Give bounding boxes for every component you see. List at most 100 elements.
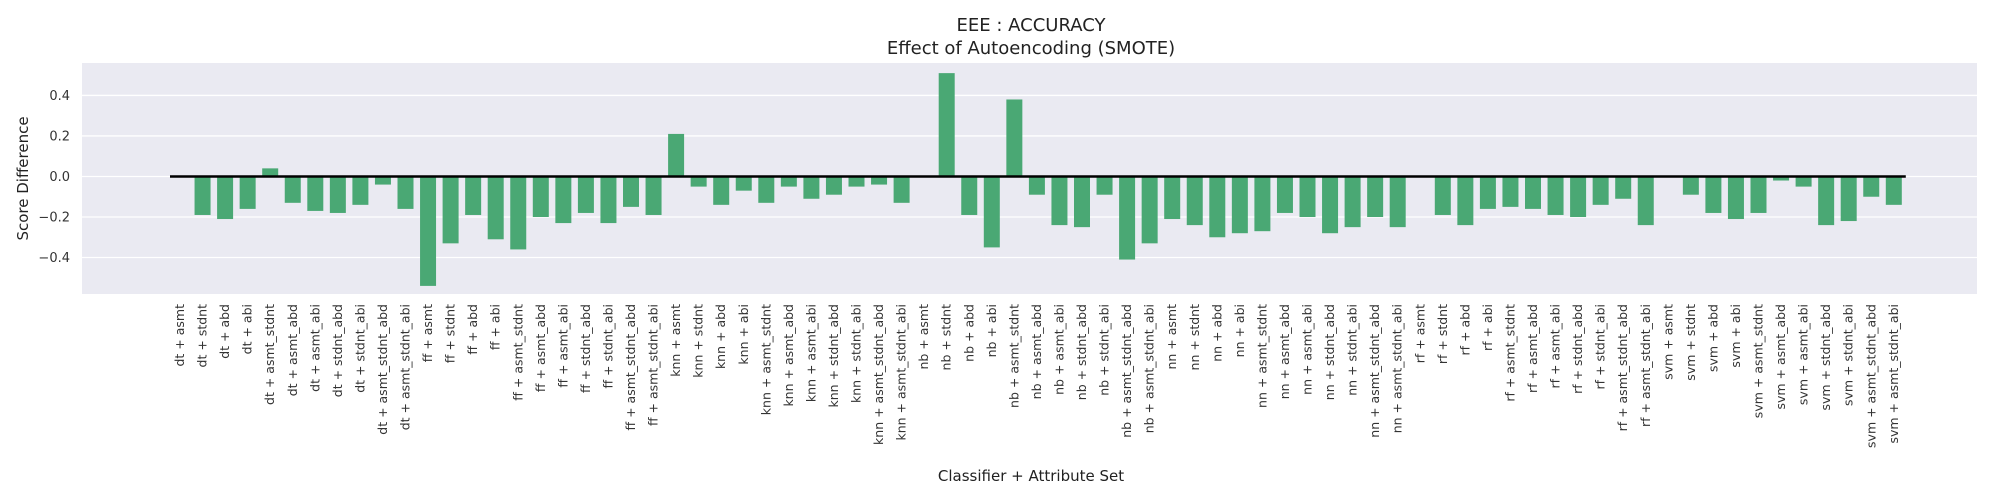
x-tick-label: nn + abd	[1209, 304, 1224, 362]
x-tick-label: svm + stdnt_abi	[1841, 304, 1856, 406]
chart-subtitle: Effect of Autoencoding (SMOTE)	[887, 38, 1175, 59]
bar	[600, 176, 617, 224]
x-tick-label: nb + stdnt_abd	[1074, 304, 1089, 400]
bar	[803, 176, 820, 199]
bar	[465, 176, 482, 215]
x-tick-label: nn + asmt_stdnt	[1254, 304, 1269, 408]
x-tick-label: nn + asmt_stdnt_abi	[1390, 304, 1405, 433]
x-tick-label: knn + asmt_stdnt	[758, 304, 773, 415]
bar	[442, 176, 459, 244]
bar	[1457, 176, 1474, 226]
bar	[262, 168, 279, 177]
bars	[194, 73, 1902, 286]
y-axis-label: Score Difference	[14, 116, 32, 240]
x-tick-labels: dt + asmt dt + stdnt dt + abd dt + abi dt + …	[172, 304, 1901, 448]
x-tick-label: rf + stdnt_abd	[1570, 304, 1585, 394]
bar	[1727, 176, 1744, 220]
bar	[690, 176, 707, 187]
bar	[713, 176, 730, 205]
bar	[1818, 176, 1835, 226]
x-tick-label: nb + stdnt	[939, 304, 954, 371]
x-tick-label: knn + abd	[713, 304, 728, 369]
bar	[758, 176, 775, 203]
x-tick-label: nb + asmt_stdnt_abd	[1119, 304, 1134, 438]
x-tick-label: nb + asmt_stdnt_abi	[1142, 304, 1157, 433]
x-tick-label: ff + abd	[465, 304, 480, 355]
x-tick-label: svm + asmt_stdnt_abi	[1886, 304, 1901, 444]
bar	[1389, 176, 1406, 228]
bar	[374, 176, 391, 185]
x-tick-label: dt + stdnt_abi	[352, 304, 367, 393]
bar	[1028, 176, 1045, 195]
bar	[848, 176, 865, 187]
x-tick-label: rf + abi	[1480, 304, 1495, 351]
bar	[510, 176, 527, 250]
bar	[487, 176, 504, 240]
x-tick-label: knn + asmt	[668, 304, 683, 377]
x-tick-label: nb + asmt_abd	[1029, 304, 1044, 399]
bar	[352, 176, 369, 205]
x-tick-label: svm + stdnt_abd	[1818, 304, 1833, 410]
bar	[1141, 176, 1158, 244]
bar	[1367, 176, 1384, 217]
bar	[217, 176, 234, 220]
bar	[668, 133, 685, 177]
x-tick-label: rf + asmt_stdnt	[1502, 304, 1517, 402]
x-tick-label: ff + stdnt	[443, 304, 458, 363]
bar	[825, 176, 842, 195]
bar	[1863, 176, 1880, 197]
bar	[1344, 176, 1361, 228]
bar	[1502, 176, 1519, 207]
bar	[871, 176, 888, 185]
bar	[1434, 176, 1451, 215]
bar	[1773, 176, 1790, 181]
x-tick-label: knn + asmt_abi	[803, 304, 818, 402]
bar	[893, 176, 910, 203]
bar	[1795, 176, 1812, 187]
x-tick-label: dt + abd	[217, 304, 232, 359]
bar	[577, 176, 594, 213]
bar	[1299, 176, 1316, 217]
x-tick-label: rf + asmt_stdnt_abd	[1615, 304, 1630, 431]
y-tick-label: −0.2	[38, 211, 70, 226]
bar	[1096, 176, 1113, 195]
bar	[397, 176, 414, 209]
bar	[1885, 176, 1902, 205]
bar	[1074, 176, 1090, 228]
x-tick-label: nb + abd	[961, 304, 976, 362]
y-tick-labels: −0.4 −0.2 0.0 0.2 0.4	[38, 89, 70, 266]
bar	[1547, 176, 1564, 215]
x-tick-label: nn + abi	[1232, 304, 1247, 357]
y-tick-label: 0.0	[49, 170, 70, 185]
bar	[239, 176, 256, 209]
x-tick-label: svm + asmt_abi	[1796, 304, 1811, 405]
x-tick-label: ff + asmt_abd	[533, 304, 548, 392]
x-tick-label: dt + asmt_abd	[285, 304, 300, 396]
x-tick-label: dt + asmt_stdnt	[262, 304, 277, 405]
x-tick-label: rf + abd	[1457, 304, 1472, 356]
x-tick-label: dt + asmt_abi	[307, 304, 322, 392]
x-tick-label: knn + asmt_stdnt_abi	[894, 304, 909, 441]
x-tick-label: svm + abi	[1728, 304, 1743, 368]
x-tick-label: ff + asmt	[420, 304, 435, 362]
x-tick-label: rf + asmt_abi	[1548, 304, 1563, 389]
bar	[1119, 176, 1136, 260]
x-tick-label: nn + asmt	[1164, 304, 1179, 370]
x-tick-label: svm + stdnt	[1683, 304, 1698, 381]
y-tick-label: 0.2	[49, 129, 70, 144]
x-tick-label: knn + abi	[736, 304, 751, 365]
x-tick-label: rf + stdnt_abi	[1593, 304, 1608, 389]
bar	[1322, 176, 1339, 234]
bar	[1525, 176, 1541, 209]
x-tick-label: ff + asmt_abi	[555, 304, 570, 388]
x-tick-label: ff + asmt_stdnt_abi	[646, 304, 661, 426]
bar	[1570, 176, 1587, 217]
x-tick-label: svm + asmt_stdnt_abd	[1863, 304, 1878, 448]
bar	[194, 176, 211, 215]
x-tick-label: nn + asmt_abi	[1300, 304, 1315, 395]
bar	[1186, 176, 1203, 226]
bar	[329, 176, 346, 213]
x-tick-label: knn + stdnt	[691, 304, 706, 378]
bar	[1479, 176, 1496, 209]
